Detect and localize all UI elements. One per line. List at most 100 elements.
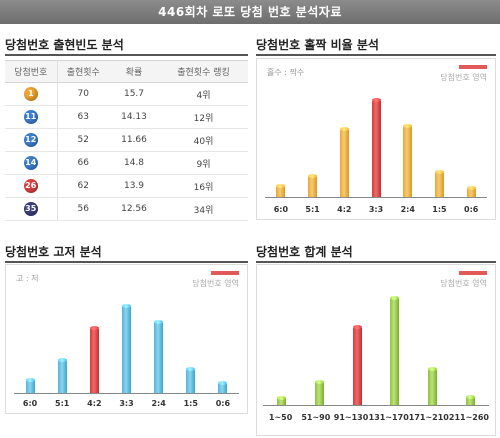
lotto-ball: 12 <box>23 133 38 147</box>
count-cell: 63 <box>57 105 109 129</box>
chart-bar <box>276 187 286 197</box>
ball-cell: 1 <box>5 82 58 106</box>
x-tick-label: 0:6 <box>464 205 479 214</box>
legend-swatch <box>459 271 487 275</box>
chart-bar <box>428 370 437 405</box>
chart-note: 고 : 저 <box>16 274 39 283</box>
section-title-frequency: 당첨번호 출현빈도 분석 <box>5 38 124 52</box>
high-low-chart-panel: 고 : 저 당첨번호 영역 6:0 5:1 4:2 3:3 2:4 1:5 0:6 <box>5 264 248 414</box>
lotto-ball: 26 <box>23 179 38 193</box>
chart-note: 홀수 : 짝수 <box>267 68 305 77</box>
bar-area <box>14 295 239 393</box>
count-cell: 70 <box>57 82 109 106</box>
table-row: 1 70 15.7 4위 <box>5 82 248 106</box>
legend-label: 당첨번호 영역 <box>192 279 239 288</box>
rank-cell: 34위 <box>159 197 248 221</box>
chart-bar <box>89 329 99 393</box>
ball-cell: 14 <box>5 151 58 175</box>
count-cell: 52 <box>57 128 109 152</box>
table-row: 12 52 11.66 40위 <box>5 128 248 152</box>
table-header-row: 당첨번호 출현횟수 확률 출현횟수 랭킹 <box>5 60 248 83</box>
section-title-sum: 당첨번호 합계 분석 <box>256 245 353 259</box>
bar-area <box>263 295 489 405</box>
chart-bar <box>277 399 287 405</box>
rank-cell: 16위 <box>159 174 248 198</box>
chart-bar <box>339 130 349 197</box>
table-row: 26 62 13.9 16위 <box>5 174 248 198</box>
lotto-ball: 14 <box>23 156 38 170</box>
chart-bar <box>308 177 318 197</box>
probability-cell: 13.9 <box>109 174 159 198</box>
column-header: 당첨번호 <box>5 60 58 83</box>
chart-bar <box>466 189 476 197</box>
x-tick-label: 6:0 <box>273 205 289 214</box>
x-tick-label: 2:4 <box>151 399 166 408</box>
probability-cell: 14.8 <box>109 151 159 175</box>
x-tick-label: 5:1 <box>55 399 70 408</box>
legend-label: 당첨번호 영역 <box>440 73 487 82</box>
chart-bar <box>154 323 164 393</box>
rank-cell: 40위 <box>159 128 248 152</box>
table-row: 14 66 14.8 9위 <box>5 151 248 175</box>
chart-bar <box>218 384 228 393</box>
count-cell: 66 <box>57 151 109 175</box>
x-tick-label: 1:5 <box>432 205 447 214</box>
legend-label: 당첨번호 영역 <box>440 279 487 288</box>
table-row: 35 56 12.56 34위 <box>5 197 248 221</box>
x-tick-label: 51~90 <box>301 413 331 422</box>
x-tick-label: 2:4 <box>400 205 415 214</box>
x-tick-label: 5:1 <box>305 205 320 214</box>
legend-swatch <box>459 65 487 69</box>
bar-area <box>265 89 487 197</box>
chart-bar <box>390 299 400 405</box>
section-rule <box>256 54 496 56</box>
x-tick-label: 171~210 <box>408 413 449 422</box>
x-tick-label: 211~260 <box>448 413 489 422</box>
ball-cell: 11 <box>5 105 58 129</box>
probability-cell: 14.13 <box>109 105 159 129</box>
x-axis-labels: 6:0 5:1 4:2 3:3 2:4 1:5 0:6 <box>265 205 487 214</box>
probability-cell: 12.56 <box>109 197 159 221</box>
chart-bar <box>122 307 131 393</box>
x-tick-label: 1~50 <box>268 413 293 422</box>
section-title-odd-even: 당첨번호 홀짝 비율 분석 <box>256 38 379 52</box>
chart-bar <box>57 361 67 393</box>
x-axis-labels: 6:0 5:1 4:2 3:3 2:4 1:5 0:6 <box>14 399 239 408</box>
x-tick-label: 3:3 <box>368 205 384 214</box>
probability-cell: 11.66 <box>109 128 159 152</box>
x-tick-label: 4:2 <box>337 205 352 214</box>
column-header: 출현횟수 랭킹 <box>159 60 248 83</box>
ball-cell: 26 <box>5 174 58 198</box>
lotto-ball: 1 <box>23 87 38 101</box>
chart-bar <box>352 328 362 405</box>
x-tick-label: 3:3 <box>119 399 134 408</box>
section-rule <box>5 261 248 263</box>
x-tick-label: 4:2 <box>87 399 102 408</box>
x-tick-label: 0:6 <box>215 399 231 408</box>
lotto-ball: 35 <box>23 202 38 216</box>
x-axis-labels: 1~50 51~90 91~130 131~170 171~210 211~260 <box>263 413 489 422</box>
section-rule <box>256 261 496 263</box>
x-tick-label: 1:5 <box>183 399 198 408</box>
chart-bar <box>434 173 444 197</box>
column-header: 출현횟수 <box>57 60 109 83</box>
column-header: 확률 <box>109 60 159 83</box>
chart-bar <box>371 101 381 197</box>
chart-bar <box>403 127 413 197</box>
frequency-table: 당첨번호 출현횟수 확률 출현횟수 랭킹 1 70 15.7 4위 11 63 14.13 1… <box>5 60 248 221</box>
x-tick-label: 131~170 <box>368 413 409 422</box>
chart-baseline <box>265 197 487 198</box>
chart-bar <box>25 381 35 393</box>
rank-cell: 12위 <box>159 105 248 129</box>
rank-cell: 4위 <box>159 82 248 106</box>
ball-cell: 12 <box>5 128 58 152</box>
ball-cell: 35 <box>5 197 58 221</box>
section-title-high-low: 당첨번호 고저 분석 <box>5 245 102 259</box>
legend-swatch <box>211 271 239 275</box>
chart-bar <box>465 398 475 405</box>
chart-bar <box>315 383 324 405</box>
count-cell: 56 <box>57 197 109 221</box>
lotto-ball: 11 <box>23 110 38 124</box>
count-cell: 62 <box>57 174 109 198</box>
